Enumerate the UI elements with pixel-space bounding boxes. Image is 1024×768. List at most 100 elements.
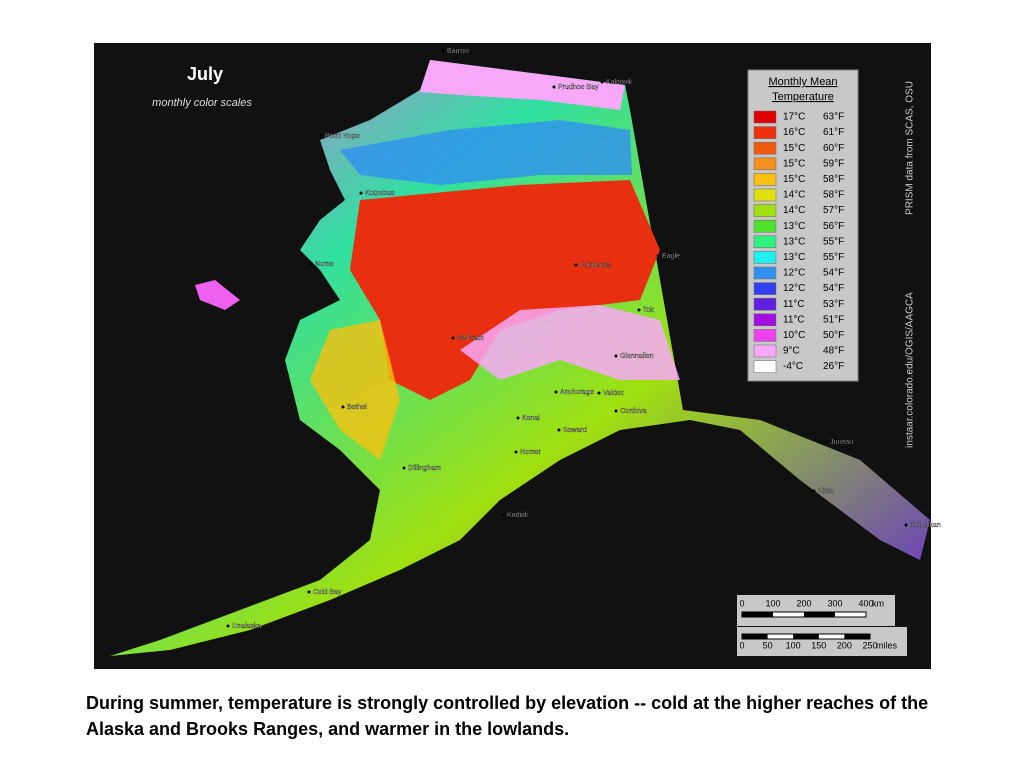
place-dot — [812, 489, 816, 493]
place-dot — [402, 466, 406, 470]
legend-swatch — [753, 219, 777, 233]
place-dot — [341, 405, 345, 409]
legend-swatch — [753, 157, 777, 171]
scale-tick-label: 300 — [827, 598, 842, 608]
legend-celsius: 13°C — [783, 252, 805, 263]
seward-island — [195, 280, 240, 310]
place-label: Tok — [643, 307, 654, 314]
legend-celsius: 14°C — [783, 205, 805, 216]
legend-celsius: 15°C — [783, 158, 805, 169]
place-dot — [307, 590, 311, 594]
place-dot — [904, 523, 908, 527]
place-label: Barrow — [447, 48, 470, 55]
map-title: July — [187, 64, 223, 84]
place-label: Kodiak — [507, 512, 529, 519]
place-dot — [552, 85, 556, 89]
place-label: Homer — [520, 449, 542, 456]
legend-celsius: 10°C — [783, 330, 805, 341]
legend-celsius: 13°C — [783, 221, 805, 232]
place-dot — [514, 450, 518, 454]
scale-tick-label: 400 — [858, 598, 873, 608]
legend-swatch — [753, 110, 777, 124]
scale-tick-label: 0 — [739, 598, 744, 608]
place-label: Glennallen — [620, 353, 654, 360]
place-label: Anchorage — [560, 389, 594, 396]
map-subtitle: monthly color scales — [152, 97, 252, 109]
legend-fahrenheit: 55°F — [823, 252, 844, 263]
legend-swatch — [753, 251, 777, 264]
scale-bar-segment — [793, 634, 819, 639]
place-dot — [600, 80, 604, 84]
place-label: Cold Bay — [313, 589, 342, 596]
map: July monthly color scales PRISM data fro… — [94, 43, 941, 669]
legend-swatch — [753, 282, 777, 295]
interior-lowland — [350, 180, 660, 400]
legend-fahrenheit: 59°F — [823, 158, 844, 169]
place-dot — [557, 428, 561, 432]
legend-fahrenheit: 63°F — [823, 112, 844, 123]
legend-celsius: 14°C — [783, 190, 805, 201]
legend-swatch — [753, 126, 777, 139]
place-dot — [319, 134, 323, 138]
legend-fahrenheit: 60°F — [823, 143, 844, 154]
legend-swatch — [753, 360, 777, 373]
legend-fahrenheit: 48°F — [823, 346, 844, 357]
place-dot — [574, 263, 578, 267]
place-dot — [501, 513, 505, 517]
place-label: Cordova — [620, 408, 647, 415]
legend-celsius: 13°C — [783, 236, 805, 247]
place-dot — [597, 391, 601, 395]
legend-celsius: 9°C — [783, 346, 800, 357]
legend-celsius: 16°C — [783, 127, 805, 138]
legend-celsius: 11°C — [783, 314, 805, 325]
place-label: Kenai — [522, 415, 540, 422]
legend-fahrenheit: 53°F — [823, 299, 844, 310]
place-dot — [656, 254, 660, 258]
western-lowland — [310, 320, 400, 460]
place-label: Kaktovik — [606, 79, 633, 86]
scale-km-box — [737, 595, 895, 626]
legend-fahrenheit: 56°F — [823, 221, 844, 232]
place-dot — [554, 390, 558, 394]
legend-swatch — [753, 188, 777, 202]
legend-fahrenheit: 58°F — [823, 174, 844, 185]
brooks-range — [340, 120, 632, 185]
place-label: Valdez — [603, 390, 624, 397]
legend-fahrenheit: 61°F — [823, 127, 844, 138]
place-label: Prudhoe Bay — [558, 84, 599, 91]
place-label: Juneau — [830, 439, 853, 446]
scale-tick-label: 150 — [811, 640, 826, 650]
credit: PRISM data from SCAS, OSU — [905, 81, 916, 215]
legend-swatch — [753, 329, 777, 342]
scale-tick-label: 250 — [862, 640, 877, 650]
legend-celsius: 12°C — [783, 283, 805, 294]
legend-celsius: 15°C — [783, 174, 805, 185]
source: instaar.colorado.edu/OGIS/AAGCA — [905, 292, 916, 448]
legend-fahrenheit: 54°F — [823, 283, 844, 294]
legend-swatch — [753, 173, 777, 186]
place-label: Dillingham — [408, 465, 441, 472]
place-dot — [637, 308, 641, 312]
legend-fahrenheit: 26°F — [823, 361, 844, 372]
legend-fahrenheit: 50°F — [823, 330, 844, 341]
place-label: Bethel — [347, 404, 367, 411]
place-dot — [824, 440, 828, 444]
place-dot — [451, 336, 455, 340]
place-label: Ketchikan — [910, 522, 941, 529]
scale-miles-box — [737, 627, 907, 656]
arctic-coast — [420, 60, 625, 110]
scale-tick-label: 50 — [763, 640, 773, 650]
legend-fahrenheit: 54°F — [823, 268, 844, 279]
place-dot — [226, 624, 230, 628]
legend-swatch — [753, 266, 777, 280]
place-label: Point Hope — [325, 133, 360, 140]
scale-bar-segment — [742, 634, 768, 639]
legend-swatch — [753, 204, 777, 217]
place-dot — [359, 191, 363, 195]
scale-unit: miles — [876, 640, 898, 650]
scale-unit: km — [872, 598, 884, 608]
legend-celsius: 12°C — [783, 268, 805, 279]
legend-swatch — [753, 235, 777, 249]
place-dot — [614, 354, 618, 358]
